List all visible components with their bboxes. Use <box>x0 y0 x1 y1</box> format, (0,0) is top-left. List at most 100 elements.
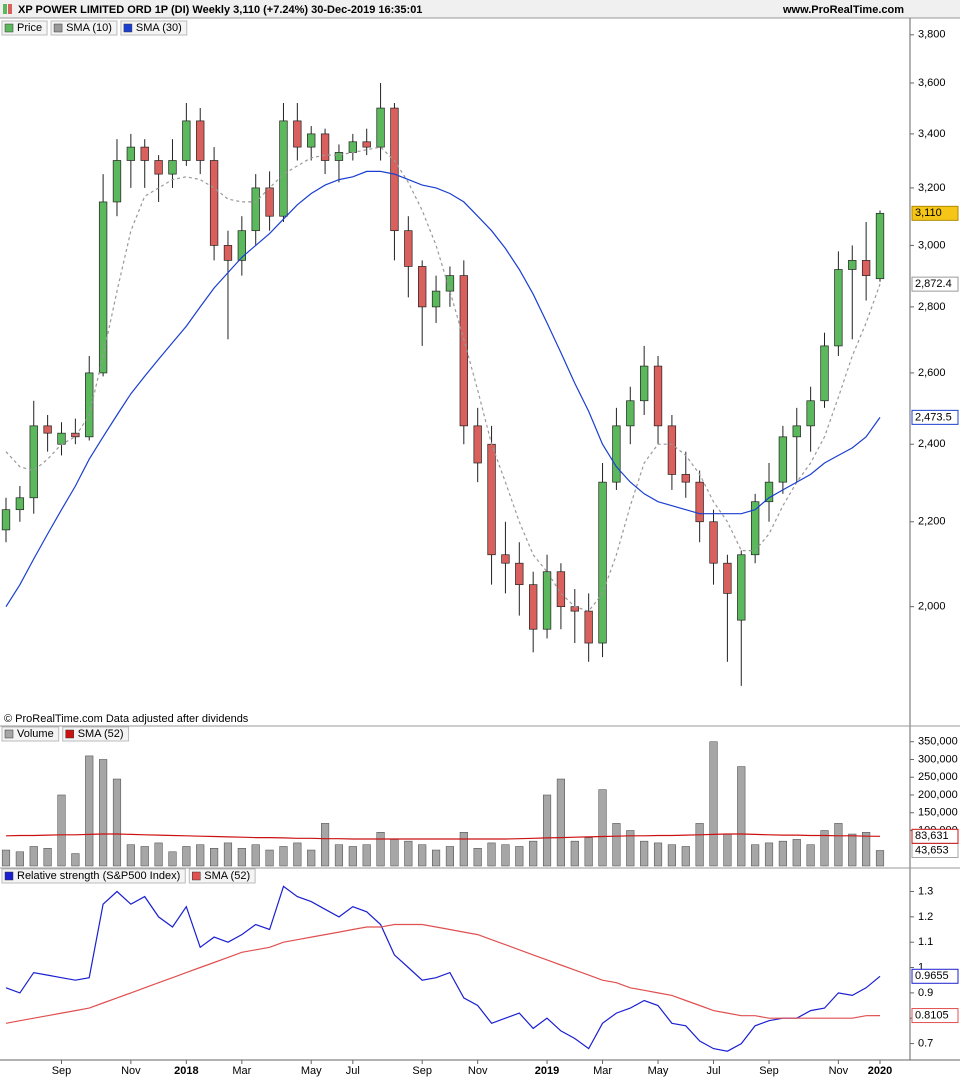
candle-body <box>29 425 38 499</box>
value-label-box <box>911 409 959 425</box>
value-label: 2,872.4 <box>911 276 959 292</box>
legend-box <box>50 20 118 36</box>
x-tick-label: 2020 <box>868 1065 892 1077</box>
header-title: XP POWER LIMITED ORD 1P (DI) Weekly 3,11… <box>18 4 422 16</box>
candle-body <box>98 201 108 374</box>
volume-bar <box>307 849 316 867</box>
legend-box <box>1 20 48 36</box>
volume-bar <box>751 844 760 867</box>
candle-body <box>362 141 371 148</box>
header-source: www.ProRealTime.com <box>782 4 904 16</box>
legend-box <box>188 868 256 884</box>
volume-bar <box>820 830 829 867</box>
volume-bar <box>126 844 135 867</box>
x-tick-label: 2018 <box>174 1065 198 1077</box>
volume-bar <box>667 844 676 867</box>
candle-body <box>348 141 357 153</box>
legend-swatch <box>4 23 14 33</box>
candle-body <box>209 160 219 246</box>
value-label-box <box>911 1008 959 1024</box>
candle-body <box>473 425 482 464</box>
legend-swatch <box>4 871 14 881</box>
candle-body <box>806 400 815 427</box>
x-tick-label: Mar <box>593 1065 612 1077</box>
volume-bar <box>57 794 66 867</box>
volume-bar <box>71 853 80 867</box>
header-bar <box>0 0 960 18</box>
candle-body <box>515 562 524 586</box>
value-label: 0.9655 <box>911 968 959 984</box>
candle-body <box>112 160 122 203</box>
series-line <box>5 146 881 612</box>
y-tick-label: 1.2 <box>918 911 933 923</box>
legend-box <box>1 726 60 742</box>
candle-body <box>639 365 649 402</box>
candle-body <box>681 474 690 483</box>
y-tick-label: 3,000 <box>918 239 946 251</box>
candle-body <box>445 275 455 292</box>
series-line <box>5 885 881 1052</box>
volume-bar <box>223 842 233 867</box>
volume-bar <box>29 846 38 867</box>
value-label-box <box>911 205 959 221</box>
candle-body <box>57 432 66 445</box>
candle-body <box>792 425 801 438</box>
candle-body <box>1 509 11 531</box>
series-line <box>5 170 881 608</box>
candle-body <box>431 290 441 308</box>
y-tick-label: 1.1 <box>918 936 933 948</box>
volume-bar <box>390 839 399 867</box>
value-label-text: 3,110 <box>915 207 942 219</box>
y-tick-label: 200,000 <box>918 789 958 801</box>
value-label-text: 2,872.4 <box>915 278 952 290</box>
volume-bar <box>376 832 385 867</box>
y-tick-label: 3,600 <box>918 77 946 89</box>
y-tick-label: 3,800 <box>918 29 946 41</box>
value-label-text: 0.8105 <box>915 1009 949 1021</box>
y-tick-label: 3,200 <box>918 182 946 194</box>
legend-label: SMA (30) <box>136 22 182 34</box>
volume-bar <box>792 839 801 867</box>
y-tick-label: 250,000 <box>918 771 958 783</box>
volume-bar <box>862 832 871 867</box>
volume-bar <box>653 842 663 867</box>
legend-swatch <box>53 23 63 33</box>
volume-bar <box>418 844 427 867</box>
candle-body <box>723 562 732 594</box>
volume-bar <box>848 833 857 867</box>
candle-body <box>778 436 788 483</box>
volume-bar <box>529 840 538 867</box>
value-label: 2,473.5 <box>911 409 959 425</box>
volume-bar <box>15 851 24 867</box>
candle-body <box>168 160 177 175</box>
value-label: 83,631 <box>911 828 959 844</box>
candle-body <box>598 481 607 644</box>
x-tick-label: Sep <box>52 1065 72 1077</box>
candle-body <box>501 554 510 564</box>
volume-bar <box>321 823 330 867</box>
candle-body <box>570 606 579 612</box>
volume-bar <box>459 832 468 867</box>
y-tick-label: 350,000 <box>918 736 958 748</box>
candle-body <box>390 107 399 232</box>
candle-body <box>667 425 677 475</box>
candle-body <box>265 187 274 217</box>
volume-bar <box>43 847 52 867</box>
candle-body <box>182 120 191 161</box>
x-tick-label: Mar <box>232 1065 251 1077</box>
legend-label: SMA (52) <box>78 728 124 740</box>
candle-body <box>237 230 247 261</box>
volume-bar <box>640 840 649 867</box>
candle-body <box>293 120 302 148</box>
legend-label: Price <box>17 22 42 34</box>
candle-body <box>223 245 233 261</box>
y-tick-label: 300,000 <box>918 753 958 765</box>
volume-bar <box>542 794 552 867</box>
volume-bar <box>265 849 274 867</box>
volume-bar <box>764 842 774 867</box>
candle-body <box>612 425 621 483</box>
candle-body <box>875 212 885 280</box>
volume-bar <box>598 789 607 867</box>
candle-body <box>376 107 385 148</box>
